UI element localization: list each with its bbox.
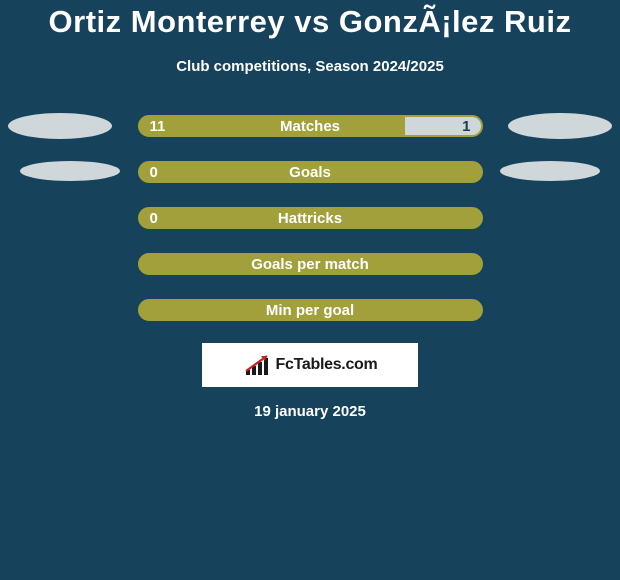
placeholder-oval-right: [508, 113, 612, 139]
stat-bar: 0Goals: [138, 161, 483, 183]
stat-label: Min per goal: [140, 302, 481, 319]
stat-label: Matches: [140, 118, 481, 135]
placeholder-oval-right: [500, 161, 600, 181]
comparison-row: Min per goal: [0, 299, 620, 321]
stat-bar: Goals per match: [138, 253, 483, 275]
stat-bar: 11Matches1: [138, 115, 483, 137]
placeholder-oval-left: [20, 161, 120, 181]
date-text: 19 january 2025: [254, 403, 366, 420]
subtitle: Club competitions, Season 2024/2025: [176, 58, 444, 75]
comparison-row: 11Matches1: [0, 115, 620, 137]
placeholder-oval-left: [8, 113, 112, 139]
comparison-rows: 11Matches1 0Goals 0Hattricks Goals per matc…: [0, 115, 620, 321]
logo-text: FcTables.com: [276, 356, 378, 374]
comparison-row: 0Goals: [0, 161, 620, 183]
stat-bar: 0Hattricks: [138, 207, 483, 229]
comparison-row: 0Hattricks: [0, 207, 620, 229]
stat-label: Hattricks: [140, 210, 481, 227]
stat-label: Goals: [140, 164, 481, 181]
comparison-row: Goals per match: [0, 253, 620, 275]
stat-bar: Min per goal: [138, 299, 483, 321]
logo-box: FcTables.com: [202, 343, 418, 387]
page-title: Ortiz Monterrey vs GonzÃ¡lez Ruiz: [49, 4, 572, 40]
fctables-logo-icon: [243, 351, 271, 379]
stat-label: Goals per match: [140, 256, 481, 273]
stat-value-right: 1: [462, 118, 470, 135]
